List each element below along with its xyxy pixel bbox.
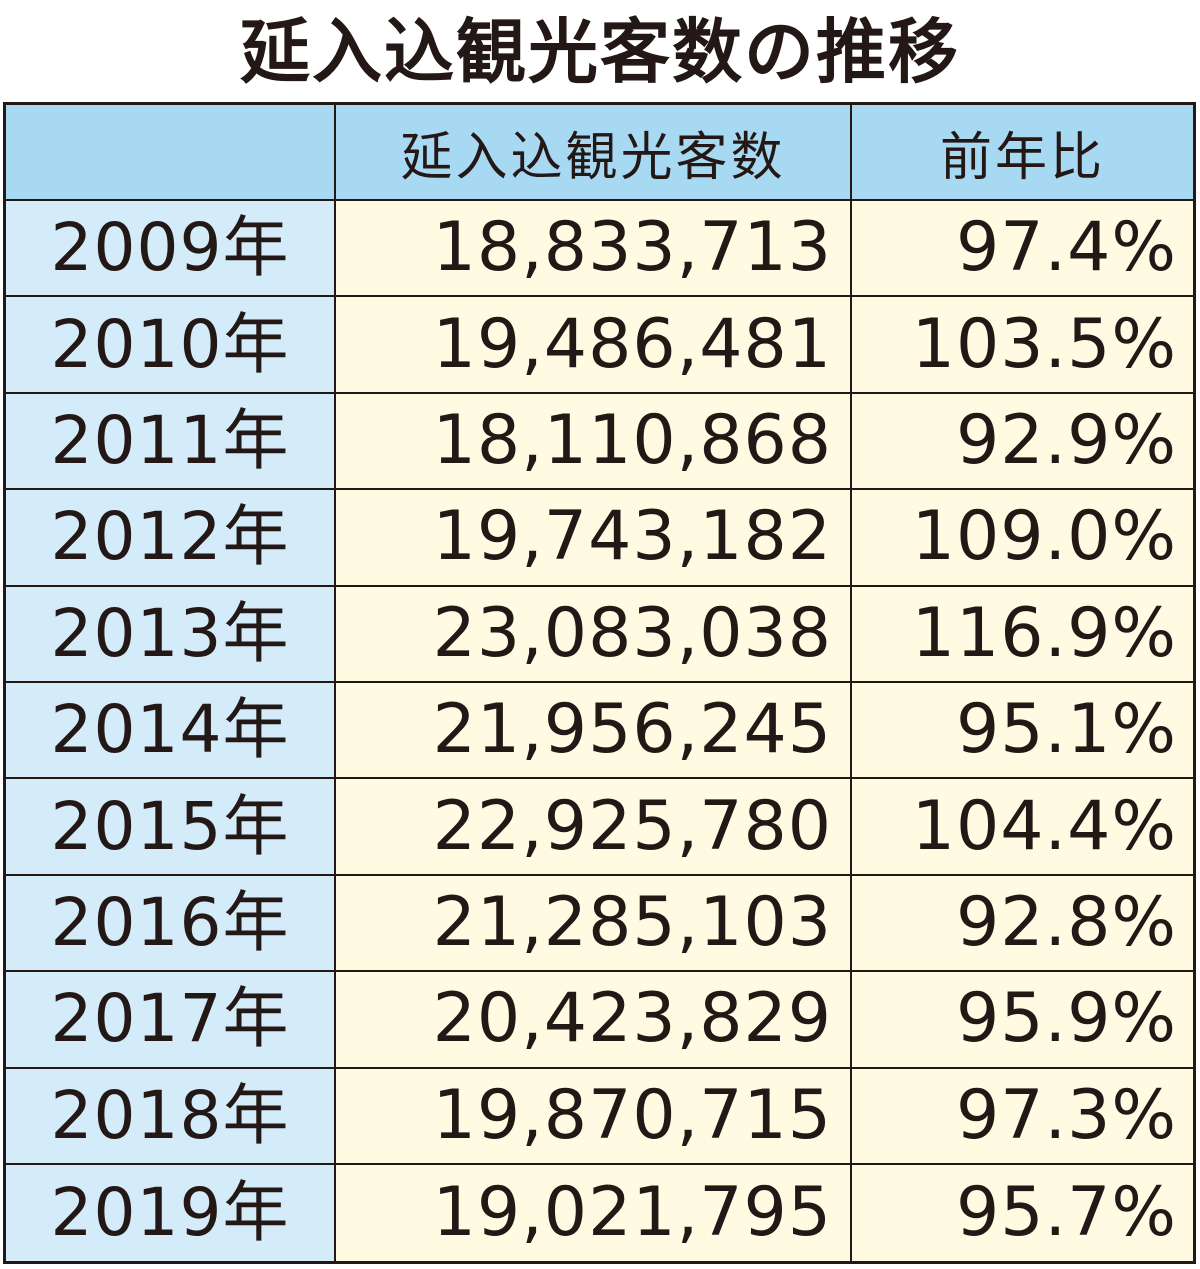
visitors-value: 21,956,245 xyxy=(432,690,832,770)
year-cell: 2014年 xyxy=(6,683,336,780)
visitors-cell: 18,833,713 xyxy=(336,201,852,298)
year-cell: 2018年 xyxy=(6,1068,336,1165)
year-label: 2009年 xyxy=(50,209,290,287)
year-cell: 2012年 xyxy=(6,490,336,587)
ratio-value: 97.4% xyxy=(955,208,1177,288)
ratio-cell: 116.9% xyxy=(852,586,1193,683)
visitors-value: 18,833,713 xyxy=(432,208,832,288)
visitors-cell: 21,285,103 xyxy=(336,875,852,973)
year-cell: 2016年 xyxy=(6,875,336,973)
ratio-value: 104.4% xyxy=(911,786,1177,866)
table-row: 2010年 19,486,481 103.5% xyxy=(6,297,1193,394)
ratio-value: 95.7% xyxy=(955,1173,1177,1253)
year-cell: 2010年 xyxy=(6,297,336,394)
table-row: 2016年 21,285,103 92.8% xyxy=(6,875,1193,973)
table-row: 2009年 18,833,713 97.4% xyxy=(6,201,1193,298)
ratio-value: 92.8% xyxy=(955,882,1177,962)
table-row: 2012年 19,743,182 109.0% xyxy=(6,490,1193,587)
table-row: 2015年 22,925,780 104.4% xyxy=(6,779,1193,876)
year-cell: 2019年 xyxy=(6,1165,336,1262)
visitors-cell: 21,956,245 xyxy=(336,683,852,780)
ratio-cell: 103.5% xyxy=(852,297,1193,394)
visitors-cell: 23,083,038 xyxy=(336,586,852,683)
year-cell: 2013年 xyxy=(6,586,336,683)
visitors-cell: 19,743,182 xyxy=(336,490,852,587)
ratio-value: 95.9% xyxy=(955,979,1177,1059)
header-visitors-cell: 延入込観光客数 xyxy=(336,105,852,201)
ratio-cell: 95.7% xyxy=(852,1165,1193,1262)
table-row: 2013年 23,083,038 116.9% xyxy=(6,586,1193,683)
table-title: 延入込観光客数の推移 xyxy=(240,11,960,93)
ratio-value: 116.9% xyxy=(911,593,1177,673)
ratio-cell: 97.3% xyxy=(852,1068,1193,1165)
header-year-cell xyxy=(6,105,336,201)
visitors-value: 23,083,038 xyxy=(432,593,832,673)
visitors-value: 19,743,182 xyxy=(432,497,832,577)
visitors-cell: 19,870,715 xyxy=(336,1068,852,1165)
year-label: 2015年 xyxy=(50,787,290,865)
ratio-cell: 109.0% xyxy=(852,490,1193,587)
ratio-cell: 104.4% xyxy=(852,779,1193,876)
year-label: 2013年 xyxy=(50,594,290,672)
year-label: 2016年 xyxy=(50,883,290,961)
visitors-value: 19,021,795 xyxy=(432,1173,832,1253)
year-cell: 2009年 xyxy=(6,201,336,298)
header-ratio-label: 前年比 xyxy=(939,127,1105,188)
table-row: 2019年 19,021,795 95.7% xyxy=(6,1165,1193,1262)
table-row: 2014年 21,956,245 95.1% xyxy=(6,683,1193,780)
table-row: 2018年 19,870,715 97.3% xyxy=(6,1068,1193,1165)
visitors-cell: 19,486,481 xyxy=(336,297,852,394)
year-cell: 2015年 xyxy=(6,779,336,876)
visitors-cell: 18,110,868 xyxy=(336,393,852,491)
year-label: 2010年 xyxy=(50,305,290,383)
table-row: 2017年 20,423,829 95.9% xyxy=(6,972,1193,1069)
visitors-value: 22,925,780 xyxy=(432,786,832,866)
ratio-cell: 92.9% xyxy=(852,393,1193,491)
visitors-value: 19,486,481 xyxy=(432,304,832,384)
ratio-value: 103.5% xyxy=(911,304,1177,384)
ratio-value: 95.1% xyxy=(955,690,1177,770)
ratio-cell: 95.9% xyxy=(852,972,1193,1069)
visitors-cell: 22,925,780 xyxy=(336,779,852,876)
ratio-cell: 95.1% xyxy=(852,683,1193,780)
ratio-value: 109.0% xyxy=(911,497,1177,577)
year-label: 2011年 xyxy=(50,401,290,479)
visitors-cell: 19,021,795 xyxy=(336,1165,852,1262)
table-row: 2011年 18,110,868 92.9% xyxy=(6,393,1193,491)
header-visitors-label: 延入込観光客数 xyxy=(400,127,786,188)
visitor-table: 延入込観光客数 前年比 2009年 18,833,713 97.4% 2010年 19,… xyxy=(3,102,1196,1264)
year-cell: 2011年 xyxy=(6,393,336,491)
visitors-value: 21,285,103 xyxy=(432,882,832,962)
year-label: 2014年 xyxy=(50,691,290,769)
year-label: 2012年 xyxy=(50,498,290,576)
table-header-row: 延入込観光客数 前年比 xyxy=(6,105,1193,201)
year-label: 2018年 xyxy=(50,1076,290,1154)
year-cell: 2017年 xyxy=(6,972,336,1069)
year-label: 2017年 xyxy=(50,980,290,1058)
header-ratio-cell: 前年比 xyxy=(852,105,1193,201)
ratio-value: 92.9% xyxy=(955,400,1177,480)
year-label: 2019年 xyxy=(50,1174,290,1252)
ratio-value: 97.3% xyxy=(955,1075,1177,1155)
visitors-value: 19,870,715 xyxy=(432,1075,832,1155)
visitors-value: 18,110,868 xyxy=(432,400,832,480)
visitors-value: 20,423,829 xyxy=(432,979,832,1059)
ratio-cell: 97.4% xyxy=(852,201,1193,298)
visitors-cell: 20,423,829 xyxy=(336,972,852,1069)
ratio-cell: 92.8% xyxy=(852,875,1193,973)
